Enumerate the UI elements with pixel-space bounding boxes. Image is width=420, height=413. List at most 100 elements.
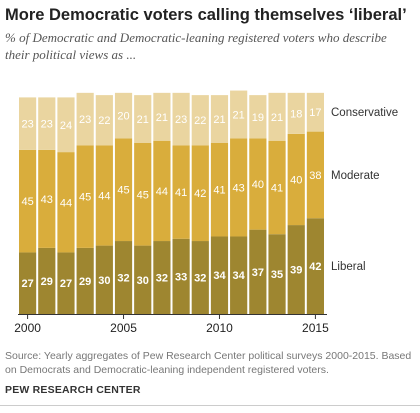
data-label-conservative-2007: 21 bbox=[156, 112, 168, 124]
bar-liberal-2010 bbox=[210, 236, 229, 314]
data-label-conservative-2002: 24 bbox=[60, 120, 72, 132]
bar-conservative-2005 bbox=[114, 92, 133, 139]
credit-label: PEW RESEARCH CENTER bbox=[5, 384, 141, 396]
data-label-liberal-2008: 33 bbox=[175, 271, 187, 283]
data-label-liberal-2003: 29 bbox=[79, 276, 91, 288]
data-label-liberal-2000: 27 bbox=[21, 278, 33, 290]
bar-conservative-2002 bbox=[57, 97, 75, 153]
data-label-liberal-2013: 35 bbox=[271, 269, 283, 281]
data-label-conservative-2011: 21 bbox=[233, 110, 245, 122]
chart-subtitle: % of Democratic and Democratic-leaning r… bbox=[5, 30, 387, 62]
data-label-moderate-2002: 44 bbox=[60, 197, 72, 209]
data-label-moderate-2006: 45 bbox=[137, 189, 149, 201]
data-label-moderate-2009: 42 bbox=[194, 188, 206, 200]
data-label-liberal-2010: 34 bbox=[213, 270, 226, 282]
data-label-liberal-2005: 32 bbox=[117, 273, 129, 285]
data-label-moderate-2001: 43 bbox=[41, 194, 53, 206]
data-label-moderate-2011: 43 bbox=[233, 182, 245, 194]
bar-conservative-2008 bbox=[172, 92, 190, 146]
data-label-conservative-2006: 21 bbox=[137, 114, 149, 126]
bar-conservative-2012 bbox=[249, 95, 267, 139]
bar-moderate-2003 bbox=[76, 145, 94, 248]
data-label-moderate-2014: 40 bbox=[290, 174, 302, 186]
data-label-conservative-2005: 20 bbox=[117, 111, 129, 123]
bar-moderate-2005 bbox=[114, 138, 133, 242]
bar-liberal-2012 bbox=[249, 229, 267, 314]
bar-moderate-2013 bbox=[268, 140, 286, 235]
data-label-conservative-2015: 17 bbox=[309, 107, 321, 119]
data-label-liberal-2015: 42 bbox=[309, 261, 321, 273]
data-label-moderate-2010: 41 bbox=[213, 185, 225, 197]
data-label-liberal-2009: 32 bbox=[194, 273, 206, 285]
data-label-moderate-2004: 44 bbox=[98, 190, 110, 202]
bar-conservative-2010 bbox=[210, 95, 229, 143]
data-label-moderate-2005: 45 bbox=[117, 185, 129, 197]
bar-liberal-2001 bbox=[38, 247, 56, 314]
data-label-liberal-2012: 37 bbox=[252, 267, 264, 279]
bar-moderate-2004 bbox=[95, 145, 113, 246]
bar-moderate-2010 bbox=[210, 143, 229, 237]
data-label-conservative-2013: 21 bbox=[271, 112, 283, 124]
data-label-moderate-2008: 41 bbox=[175, 187, 187, 199]
bar-moderate-2009 bbox=[191, 145, 209, 242]
series-label-liberal: Liberal bbox=[331, 261, 366, 273]
bar-moderate-2001 bbox=[38, 149, 56, 248]
source-note: Source: Yearly aggregates of Pew Researc… bbox=[5, 350, 412, 376]
data-label-liberal-2014: 39 bbox=[290, 265, 302, 277]
data-label-liberal-2001: 29 bbox=[41, 276, 53, 288]
data-label-conservative-2009: 22 bbox=[194, 115, 206, 127]
bar-moderate-2007 bbox=[153, 140, 171, 242]
bar-liberal-2009 bbox=[191, 241, 209, 314]
data-label-conservative-2003: 23 bbox=[79, 114, 91, 126]
footer-divider bbox=[0, 405, 420, 406]
bar-moderate-2008 bbox=[172, 145, 190, 239]
bar-conservative-2001 bbox=[38, 97, 56, 150]
x-tick-label-2010: 2010 bbox=[206, 321, 233, 335]
x-tick-label-2015: 2015 bbox=[302, 321, 329, 335]
data-label-conservative-2014: 18 bbox=[290, 108, 302, 120]
bar-conservative-2013 bbox=[268, 92, 286, 141]
bar-conservative-2014 bbox=[287, 92, 305, 134]
bar-liberal-2007 bbox=[153, 241, 171, 314]
data-label-moderate-2015: 38 bbox=[309, 170, 321, 182]
stacked-bar-chart: 27 45 23 29 43 23 27 44 24 29 45 23 30 44 22 32 45 20 30 45… bbox=[14, 90, 398, 335]
data-label-conservative-2000: 23 bbox=[21, 119, 33, 131]
bar-conservative-2003 bbox=[76, 92, 94, 146]
data-label-moderate-2007: 44 bbox=[156, 186, 168, 198]
bar-moderate-2012 bbox=[249, 138, 267, 230]
bar-moderate-2006 bbox=[134, 143, 152, 246]
bar-liberal-2014 bbox=[287, 225, 305, 314]
series-label-moderate: Moderate bbox=[331, 170, 380, 182]
bar-moderate-2014 bbox=[287, 133, 305, 226]
x-tick-label-2000: 2000 bbox=[14, 321, 41, 335]
data-label-conservative-2008: 23 bbox=[175, 114, 187, 126]
x-tick-label-2005: 2005 bbox=[110, 321, 137, 335]
data-label-liberal-2004: 30 bbox=[98, 275, 110, 287]
bar-liberal-2002 bbox=[57, 252, 75, 314]
bar-liberal-2011 bbox=[230, 236, 248, 314]
data-label-conservative-2012: 19 bbox=[252, 112, 264, 124]
bar-liberal-2000 bbox=[19, 252, 37, 314]
data-label-moderate-2012: 40 bbox=[252, 179, 264, 191]
data-label-moderate-2003: 45 bbox=[79, 192, 91, 204]
chart-title: More Democratic voters calling themselve… bbox=[5, 6, 407, 24]
series-label-conservative: Conservative bbox=[331, 107, 398, 119]
bar-moderate-2011 bbox=[230, 138, 248, 237]
bar-conservative-2015 bbox=[306, 92, 324, 132]
data-label-conservative-2004: 22 bbox=[98, 115, 110, 127]
data-label-liberal-2002: 27 bbox=[60, 278, 72, 290]
data-label-conservative-2001: 23 bbox=[41, 119, 53, 131]
bar-liberal-2006 bbox=[134, 245, 152, 314]
bar-conservative-2009 bbox=[191, 95, 209, 146]
bar-moderate-2015 bbox=[306, 131, 324, 219]
bar-moderate-2002 bbox=[57, 152, 75, 253]
bar-liberal-2015 bbox=[306, 218, 324, 314]
data-label-liberal-2006: 30 bbox=[137, 275, 149, 287]
data-label-moderate-2000: 45 bbox=[21, 196, 33, 208]
data-label-moderate-2013: 41 bbox=[271, 182, 283, 194]
data-label-conservative-2010: 21 bbox=[213, 114, 225, 126]
bar-liberal-2003 bbox=[76, 247, 94, 314]
bar-liberal-2013 bbox=[268, 234, 286, 314]
bar-conservative-2006 bbox=[134, 95, 152, 143]
bar-liberal-2008 bbox=[172, 238, 190, 314]
